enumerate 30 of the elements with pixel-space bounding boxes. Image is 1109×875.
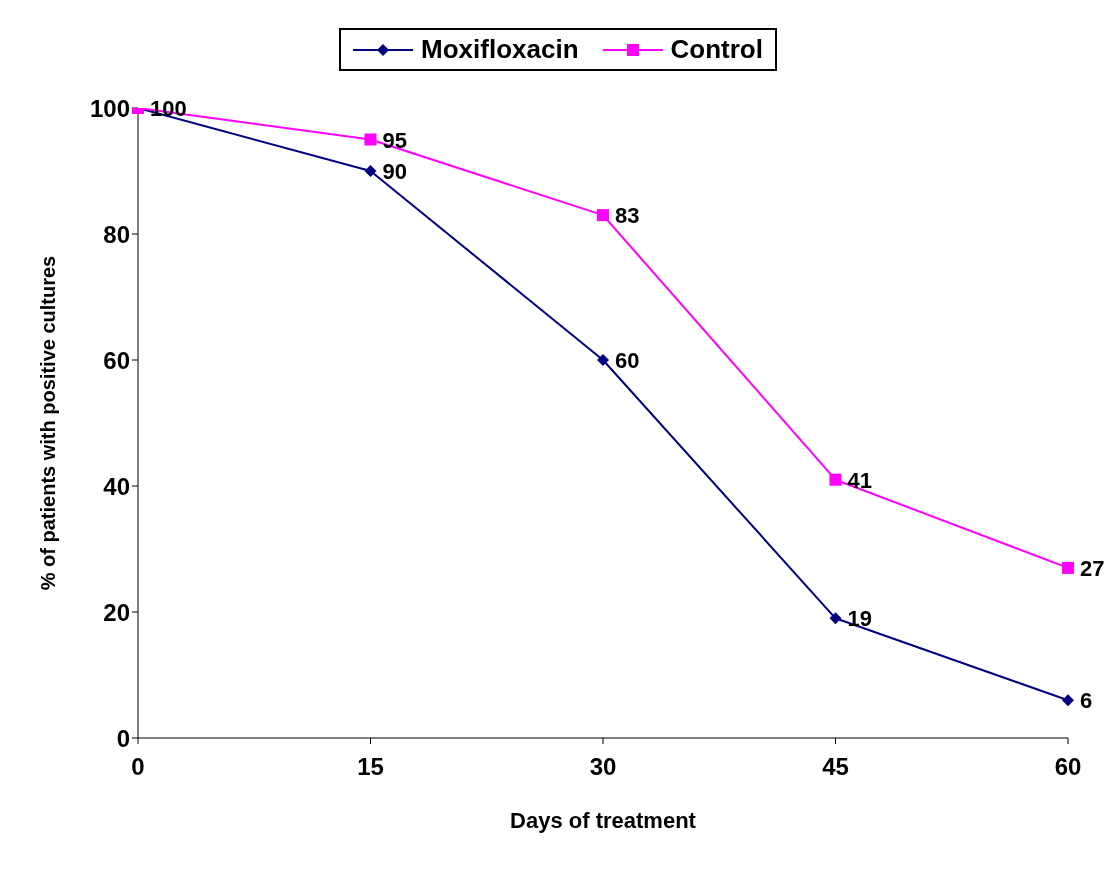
data-label: 90: [382, 159, 407, 184]
point: [597, 354, 609, 366]
data-label: 95: [382, 127, 407, 153]
point: [364, 133, 377, 146]
y-axis-title: % of patients with positive cultures: [37, 255, 60, 591]
x-tick-label: 30: [589, 753, 617, 781]
x-tick-label: 15: [357, 753, 384, 781]
y-tick-label: 0: [116, 724, 130, 752]
point: [364, 165, 377, 177]
y-tick-label: 80: [103, 220, 130, 248]
point: [1062, 694, 1074, 707]
legend-label: Moxifloxacin: [421, 34, 579, 65]
data-label: 60: [615, 348, 640, 373]
legend-label: Control: [670, 34, 763, 65]
point: [597, 209, 609, 222]
y-tick-label: 40: [103, 472, 130, 500]
data-label: 6: [1080, 688, 1093, 714]
data-label: 41: [847, 467, 872, 493]
x-tick-label: 60: [1054, 753, 1082, 781]
x-tick-label: 45: [822, 753, 849, 781]
data-label: 19: [847, 606, 872, 632]
point: [829, 612, 842, 625]
y-tick-label: 20: [103, 598, 130, 626]
point: [1062, 561, 1074, 574]
point: [829, 473, 842, 486]
y-tick-label: 60: [103, 346, 130, 374]
data-label: 27: [1080, 555, 1105, 581]
x-axis-title: Days of treatment: [510, 808, 697, 833]
y-tick-label: 100: [89, 94, 130, 122]
data-label: 83: [615, 203, 640, 229]
